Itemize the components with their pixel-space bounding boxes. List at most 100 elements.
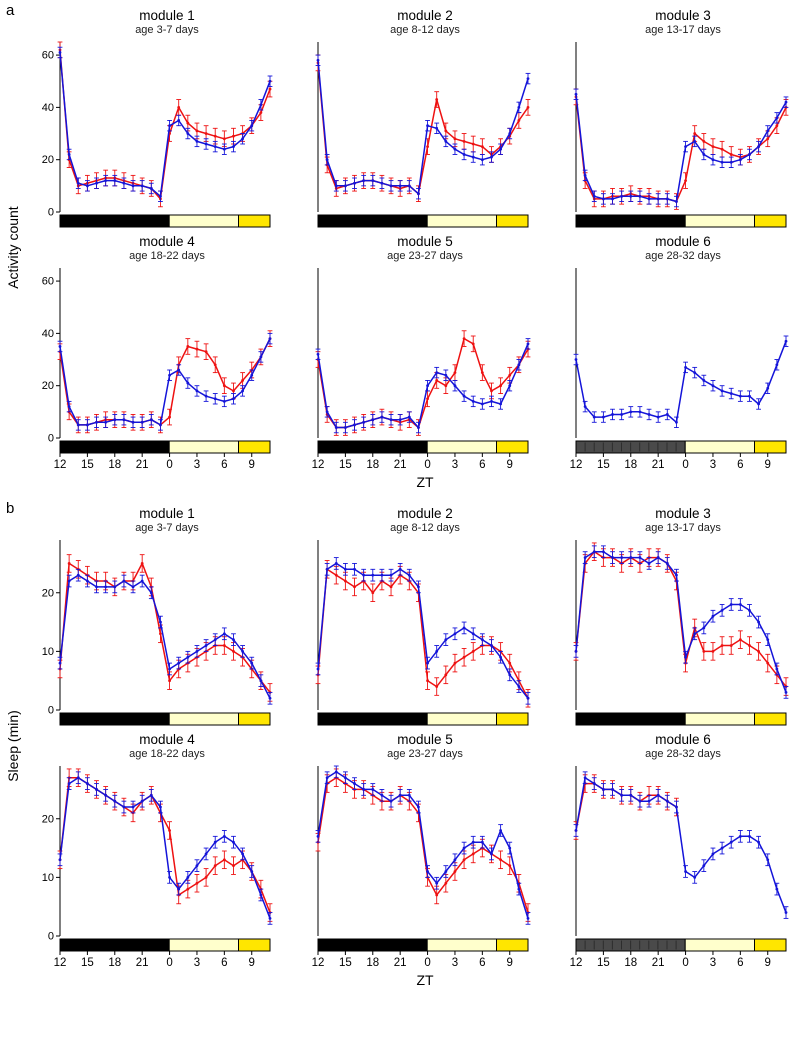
x-tick-label: 12 [570,957,583,969]
x-tick-label: 0 [682,459,688,471]
subplot-sleep-2: module 2 age 8-12 days [282,504,538,730]
series-red-line [57,41,273,208]
chart-activity-module-6: 12 15 18 21 0 3 6 9 [570,267,789,471]
subplot-title: module 3 [655,505,711,521]
chart-sleep-module-2 [315,539,531,726]
x-axis: 12 15 18 21 0 3 6 9 [312,452,513,471]
subplot-subtitle: age 18-22 days [129,747,205,760]
x-tick-label: 9 [507,459,513,471]
series-red-line [315,54,531,202]
subplot-subtitle: age 23-27 days [387,249,463,262]
series-blue-line [573,335,789,428]
subplot-header: module 5 age 23-27 days [282,732,538,761]
subplot-header: module 6 age 28-32 days [540,234,796,263]
x-tick-label: 0 [166,957,172,969]
y-tick-label: 0 [48,704,54,716]
y-tick-label: 0 [48,930,54,942]
series-blue-line [315,765,531,925]
light-dark-bar [59,938,271,952]
subplot-header: module 4 age 18-22 days [24,732,280,761]
subplot-activity-2: module 2 age 8-12 days [282,6,538,232]
subplot-subtitle: age 18-22 days [129,249,205,262]
x-tick-label: 21 [652,957,665,969]
series-blue-line [315,556,531,705]
subplot-title: module 2 [397,505,453,521]
x-axis: 12 15 18 21 0 3 6 9 [54,452,255,471]
x-tick-label: 15 [339,459,352,471]
series-blue-line [315,54,531,200]
x-tick-label: 6 [221,459,227,471]
chart-sleep-module-5: 12 15 18 21 0 3 6 9 [312,765,531,969]
subplot-subtitle: age 28-32 days [645,249,721,262]
x-tick-label: 0 [424,957,430,969]
series-blue-line [57,332,273,431]
sleep-y-axis-label: Sleep (min) [5,709,21,782]
x-tick-label: 3 [452,459,458,471]
chart-activity-module-4: 0 20 40 60 12 15 18 21 0 3 6 9 [42,267,273,471]
x-tick-label: 18 [366,459,379,471]
series-blue-line [315,337,531,434]
chart-sleep-module-3 [573,539,789,726]
x-tick-label: 3 [194,957,200,969]
subplot-title: module 4 [139,731,195,747]
x-tick-label: 3 [194,459,200,471]
chart-sleep-module-1: 0 10 20 [42,539,273,726]
x-tick-label: 15 [81,459,94,471]
x-tick-label: 21 [394,459,407,471]
subplot-title: module 2 [397,8,453,23]
subplot-activity-1: module 1 age 3-7 days 0 20 40 60 [24,6,280,232]
subplot-header: module 3 age 13-17 days [540,8,796,37]
subplot-activity-5: module 5 age 23-27 days 12 15 18 21 0 3 6 9 [282,232,538,474]
x-tick-label: 9 [249,957,255,969]
y-tick-label: 10 [42,871,54,883]
x-tick-label: 15 [339,957,352,969]
x-tick-label: 18 [108,459,121,471]
x-tick-label: 0 [166,459,172,471]
x-tick-label: 12 [312,459,325,471]
x-tick-label: 3 [710,957,716,969]
subplot-header: module 1 age 3-7 days [24,506,280,535]
chart-activity-module-5: 12 15 18 21 0 3 6 9 [312,267,531,471]
x-tick-label: 18 [108,957,121,969]
subplot-header: module 3 age 13-17 days [540,506,796,535]
chart-activity-module-2 [315,41,531,228]
y-tick-label: 0 [48,432,54,444]
x-tick-label: 9 [765,459,771,471]
y-axis: 0 10 20 [42,539,61,716]
x-tick-label: 9 [249,459,255,471]
series-red-line [573,773,679,840]
subplot-subtitle: age 3-7 days [135,23,199,36]
chart-activity-module-1: 0 20 40 60 [42,41,273,228]
x-tick-label: 3 [710,459,716,471]
y-tick-label: 40 [42,102,54,114]
x-tick-label: 18 [624,459,637,471]
chart-activity-module-3 [573,41,789,228]
subplot-activity-3: module 3 age 13-17 days [540,6,796,232]
x-tick-label: 15 [81,957,94,969]
chart-sleep-module-6: 12 15 18 21 0 3 6 9 [570,765,789,969]
subplot-header: module 4 age 18-22 days [24,234,280,263]
sleep-x-axis-label: ZT [416,971,434,988]
light-dark-bar [317,440,529,454]
series-blue-line [57,770,273,925]
x-tick-label: 6 [479,957,485,969]
subplot-subtitle: age 13-17 days [645,521,721,534]
light-dark-bar [317,712,529,726]
subplot-subtitle: age 8-12 days [390,23,460,36]
subplot-sleep-1: module 1 age 3-7 days 0 10 20 [24,504,280,730]
x-tick-label: 12 [54,459,67,471]
subplot-sleep-6: module 6 age 28-32 days 12 15 18 21 0 3 6 9 [540,730,796,972]
x-tick-label: 6 [737,957,743,969]
x-tick-label: 21 [136,459,149,471]
y-tick-label: 40 [42,328,54,340]
y-tick-label: 10 [42,646,54,658]
x-tick-label: 0 [682,957,688,969]
series-blue-line [57,46,273,202]
subplot-header: module 2 age 8-12 days [282,506,538,535]
light-dark-bar [575,712,787,726]
subplot-header: module 6 age 28-32 days [540,732,796,761]
panel-sleep: b Sleep (min) module 1 age 3-7 days 0 10 20 m… [2,500,796,988]
subplot-sleep-3: module 3 age 13-17 days [540,504,796,730]
series-blue-line [573,88,789,208]
light-dark-bar [317,938,529,952]
